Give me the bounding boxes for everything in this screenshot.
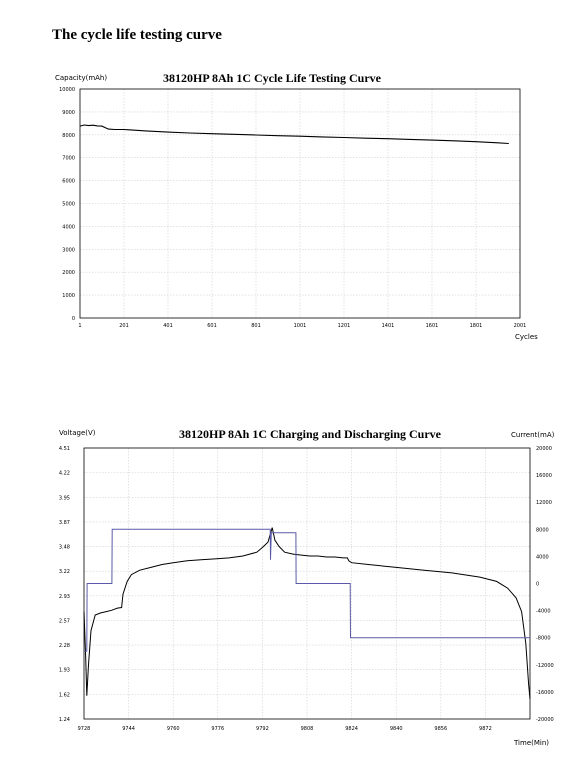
x-tick-label: 1001 [294,323,307,329]
cycle-life-chart: 0 1000 2000 3000 4000 5000 6000 7000 8000 9000 100… [55,71,538,341]
y2-tick-label: 16000 [536,473,552,479]
x-tick-label: 9872 [479,726,492,732]
x-tick-label: 2001 [514,323,527,329]
x-tick-label: 201 [119,323,129,329]
y-tick-label: 4000 [62,224,75,230]
y-tick-label: 3.87 [59,520,70,526]
x-tick-label: 1201 [338,323,351,329]
y2-tick-label: -20000 [536,717,554,723]
y-tick-label: 4.51 [59,446,70,452]
y-tick-label: 2.57 [59,618,70,624]
y-tick-label: 7000 [62,156,75,162]
page-heading: The cycle life testing curve [52,27,222,43]
y-tick-label: 1.62 [59,692,70,698]
current-series-line [84,528,530,652]
y-tick-label: 10000 [59,87,75,93]
y-tick-label: 0 [72,316,75,322]
y-tick-label: 1.93 [59,668,70,674]
y-tick-label: 3.48 [59,545,70,551]
y-axis-label: Capacity(mAh) [55,74,107,82]
y2-tick-label: 20000 [536,446,552,452]
y2-tick-label: 8000 [536,527,549,533]
x-tick-label: 1401 [382,323,395,329]
y2-axis-label: Current(mA) [511,431,555,439]
y-tick-label: 3.22 [59,569,70,575]
x-tick-label: 9808 [301,726,314,732]
x-tick-label: 9760 [167,726,180,732]
y-tick-label: 3.95 [59,495,70,501]
chart-title: 38120HP 8Ah 1C Cycle Life Testing Curve [163,71,382,85]
y-tick-label: 6000 [62,179,75,185]
x-tick-label: 1801 [470,323,483,329]
y2-tick-label: -8000 [536,636,551,642]
x-tick-label: 9824 [345,726,358,732]
y-tick-label: 2.93 [59,594,70,600]
x-tick-label: 9728 [78,726,91,732]
y-tick-label: 2.28 [59,643,70,649]
y-axis-label: Voltage(V) [59,429,96,437]
y-tick-label: 1000 [62,293,75,299]
x-tick-label: 9856 [434,726,447,732]
plot-frame [83,447,531,720]
y2-tick-label: -16000 [536,690,554,696]
x-tick-label: 9840 [390,726,403,732]
plot-frame [79,88,521,319]
capacity-series-line [79,124,509,145]
y-tick-label: 9000 [62,110,75,116]
x-tick-label: 9776 [211,726,224,732]
x-tick-label: 601 [207,323,217,329]
x-tick-label: 9792 [256,726,269,732]
y2-tick-label: 12000 [536,500,552,506]
chart-title: 38120HP 8Ah 1C Charging and Discharging … [179,427,442,441]
y-tick-label: 4.22 [59,471,70,477]
x-tick-label: 9744 [122,726,135,732]
y2-tick-label: 0 [536,582,539,588]
y-tick-label: 5000 [62,202,75,208]
y2-tick-label: 4000 [536,554,549,560]
x-axis-label: Cycles [515,333,538,341]
x-tick-label: 1601 [426,323,439,329]
y2-tick-label: -12000 [536,663,554,669]
y2-tick-label: -4000 [536,609,551,615]
y-tick-label: 1.24 [59,717,70,723]
x-tick-label: 1 [78,323,81,329]
x-tick-label: 801 [251,323,261,329]
y-tick-label: 8000 [62,133,75,139]
y-tick-label: 3000 [62,247,75,253]
x-axis-label: Time(Min) [513,739,549,747]
x-tick-label: 401 [163,323,173,329]
y-tick-label: 2000 [62,270,75,276]
